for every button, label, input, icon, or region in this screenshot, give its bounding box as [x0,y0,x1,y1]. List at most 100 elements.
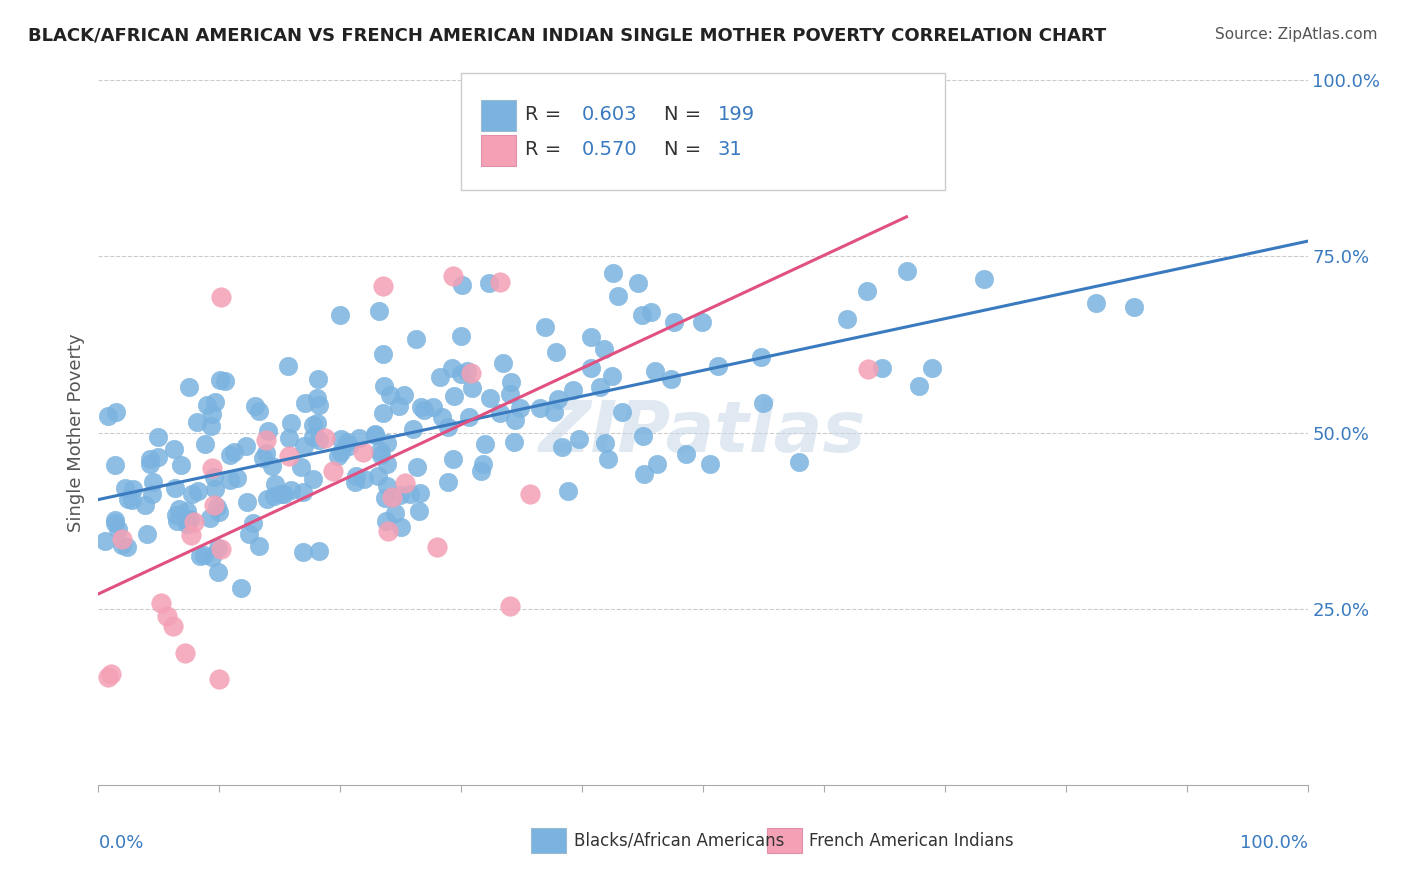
Text: 0.570: 0.570 [582,140,638,159]
Point [329,445,352,459]
Point [394,388,416,402]
Point [179,512,201,526]
Point [222,444,245,458]
Y-axis label: Single Mother Poverty: Single Mother Poverty [66,334,84,532]
Point [214,374,236,388]
Point [529,401,551,416]
FancyBboxPatch shape [768,828,803,854]
Point [973,272,995,286]
Point [202,499,225,513]
Point [371,406,394,420]
Point [100,667,122,681]
Point [607,289,630,303]
Point [835,312,858,326]
Point [194,436,217,450]
Point [353,472,375,486]
Point [134,498,156,512]
Point [204,394,226,409]
Point [277,431,299,445]
Point [690,315,713,329]
Point [489,275,512,289]
Point [610,405,633,419]
Point [148,450,170,464]
Point [257,424,280,438]
Point [104,405,127,419]
Point [662,315,685,329]
Point [405,459,427,474]
Text: French American Indians: French American Indians [810,831,1014,849]
Point [492,356,515,370]
Point [198,511,221,525]
Point [326,449,349,463]
Point [209,290,232,304]
Point [202,470,225,484]
Point [273,487,295,501]
Point [675,447,697,461]
Point [111,532,134,546]
Point [502,435,524,450]
Point [375,479,398,493]
Text: 0.603: 0.603 [582,104,637,124]
Point [254,433,277,447]
Point [375,457,398,471]
Point [441,268,464,283]
Point [291,485,314,500]
Point [97,409,120,423]
Point [441,452,464,467]
Point [699,458,721,472]
Point [156,609,179,624]
Point [546,345,568,359]
Point [344,468,367,483]
Point [322,464,344,478]
Point [336,435,359,450]
Point [115,540,138,554]
Point [254,446,277,460]
Point [375,436,398,450]
Point [302,418,325,433]
Point [589,379,612,393]
Point [644,364,666,378]
Point [205,500,228,514]
Point [363,427,385,442]
Point [183,515,205,529]
Point [307,371,329,385]
Point [749,350,772,364]
Point [450,329,472,343]
Point [498,599,520,613]
Point [479,391,502,405]
Point [208,673,231,687]
Point [478,277,501,291]
Point [229,581,252,595]
Point [302,472,325,486]
Point [388,488,411,502]
Point [290,459,312,474]
Point [294,396,316,410]
Point [470,464,492,478]
Point [201,549,224,564]
Point [330,433,353,447]
Point [489,406,512,420]
Point [921,360,943,375]
Point [370,448,392,462]
Point [247,404,270,418]
Point [277,359,299,373]
Point [208,372,231,386]
Point [291,545,314,559]
Point [1122,300,1144,314]
Text: 0.0%: 0.0% [98,834,143,852]
Point [426,540,449,554]
Point [461,381,484,395]
Text: N =: N = [664,104,707,124]
Point [384,506,406,520]
Point [600,369,623,384]
Point [173,646,195,660]
Point [252,451,274,466]
Point [374,491,396,505]
Point [394,476,416,491]
Point [314,431,336,445]
Point [280,416,302,430]
Point [146,430,169,444]
Point [422,400,444,414]
Point [409,400,432,414]
Point [329,308,352,322]
